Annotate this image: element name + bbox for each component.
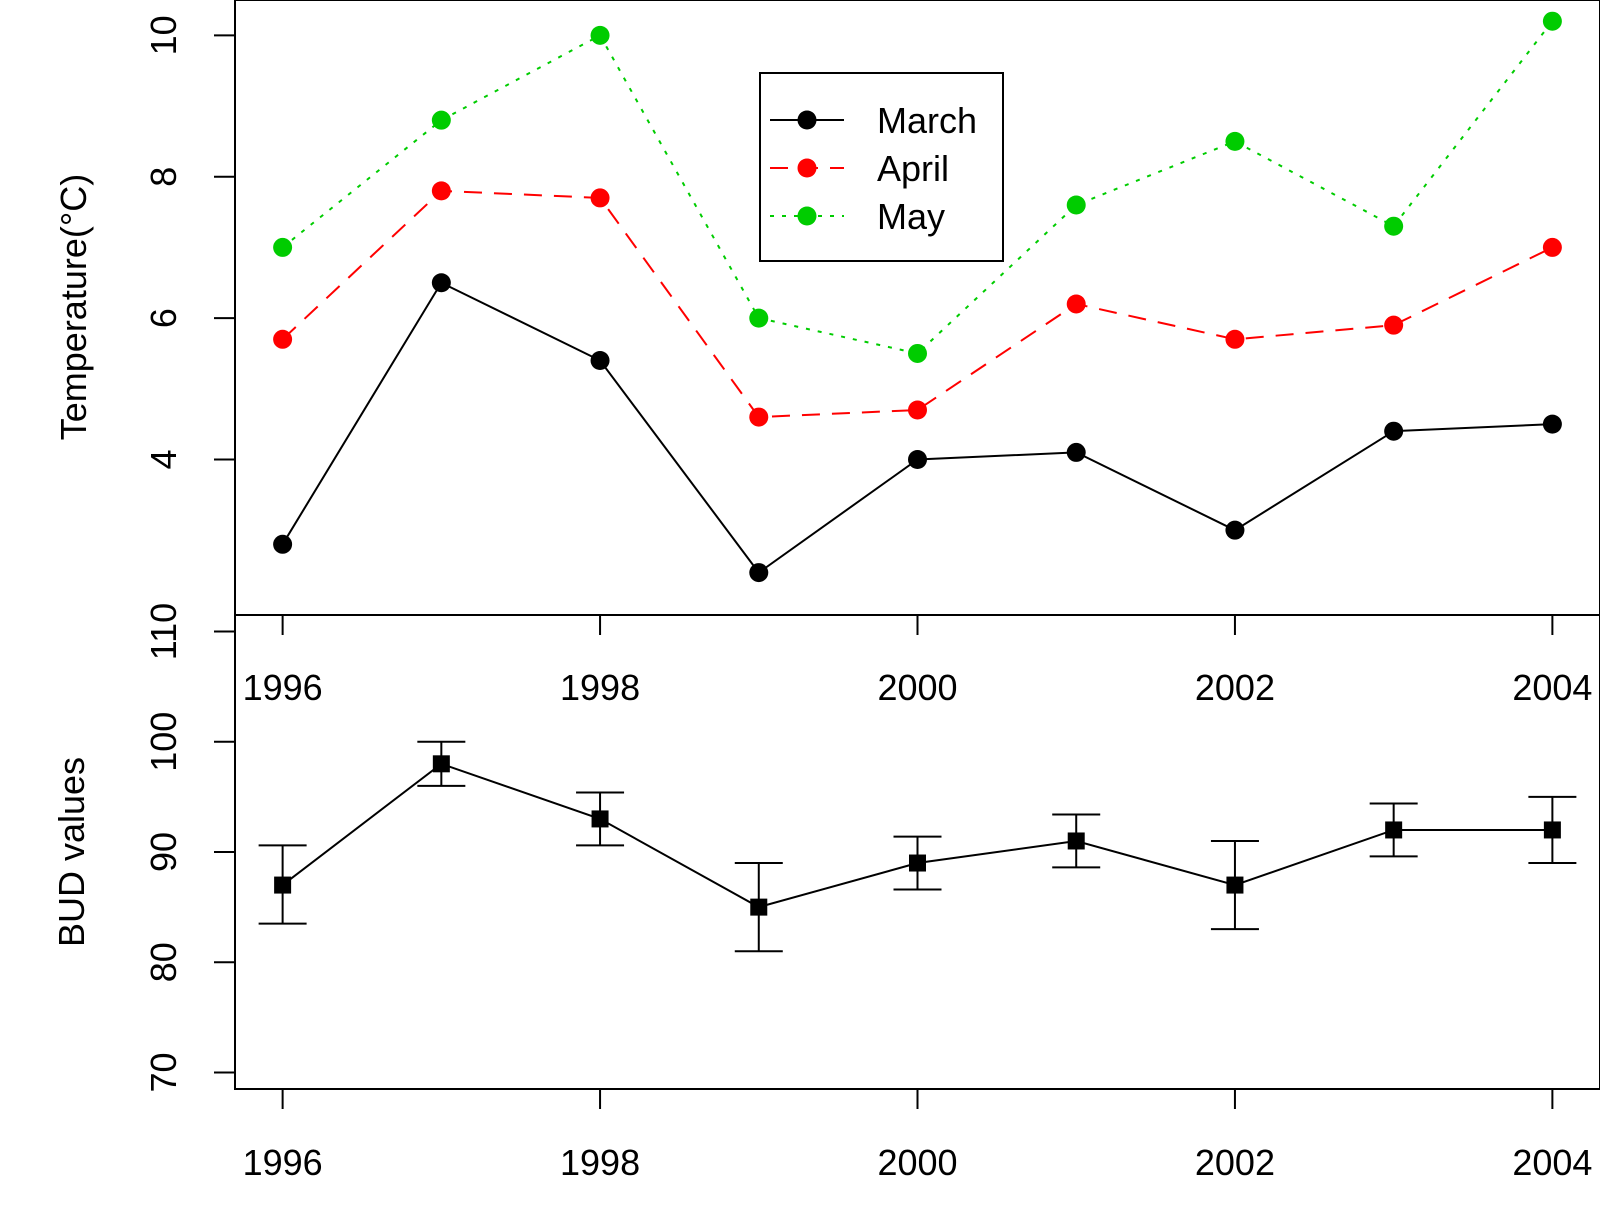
data-point-april	[1066, 294, 1086, 314]
bud-x-tick-label: 2004	[1512, 1142, 1592, 1183]
bud-x-tick-label: 1998	[560, 1142, 640, 1183]
data-point-april	[590, 188, 610, 208]
legend: March April May	[759, 72, 1004, 262]
temperature-x-tick-label: 2002	[1195, 667, 1275, 708]
bud-data-point	[1543, 821, 1561, 839]
bud-data-point	[274, 876, 292, 894]
temperature-y-axis: 4 6 8 10	[143, 15, 235, 469]
bud-data-point	[1226, 876, 1244, 894]
bud-x-tick-label: 2002	[1195, 1142, 1275, 1183]
bud-y-tick-label: 100	[143, 712, 184, 772]
data-point-april	[1542, 237, 1562, 257]
bud-series	[258, 740, 1577, 953]
data-point-april	[1225, 329, 1245, 349]
data-point-may	[1384, 216, 1404, 236]
temperature-series	[273, 11, 1562, 583]
data-point-may	[908, 343, 927, 363]
data-point-april	[908, 400, 927, 420]
bud-x-axis: 1996 1998 2000 2002 2004	[243, 1089, 1592, 1183]
data-point-may	[1542, 11, 1562, 31]
series-april	[273, 181, 1562, 427]
data-point-may	[273, 237, 293, 257]
data-point-may	[590, 25, 610, 45]
temperature-x-tick-label: 1998	[560, 667, 640, 708]
temperature-y-tick-label: 10	[143, 15, 184, 55]
series-line-march	[281, 281, 1553, 574]
data-point-april	[273, 329, 293, 349]
data-point-march	[1542, 414, 1562, 434]
legend-label-may: May	[877, 196, 945, 237]
bud-data-point	[909, 854, 926, 872]
bud-y-tick-label: 110	[143, 603, 184, 660]
temperature-x-tick-label: 2004	[1512, 667, 1592, 708]
data-point-may	[1225, 131, 1245, 151]
bud-data-point	[591, 810, 609, 828]
temperature-y-tick-label: 4	[143, 449, 184, 469]
bud-data-point	[1067, 832, 1085, 850]
data-point-may	[1066, 195, 1086, 215]
bud-x-tick-label: 2000	[877, 1142, 957, 1183]
bud-y-tick-label: 90	[143, 832, 184, 872]
bud-x-tick-label: 1996	[243, 1142, 323, 1183]
bud-y-tick-label: 80	[143, 942, 184, 982]
series-line-april	[281, 189, 1553, 419]
data-point-april	[749, 407, 769, 427]
legend-label-april: April	[877, 148, 949, 189]
data-point-april	[1384, 315, 1404, 335]
data-point-march	[590, 351, 610, 371]
series-may	[273, 11, 1562, 363]
data-point-march	[908, 449, 927, 469]
legend-marker-march	[797, 110, 817, 130]
temperature-x-axis: 1996 1998 2000 2002 2004	[243, 615, 1592, 708]
temperature-y-axis-title: Temperature(°C)	[53, 174, 94, 440]
legend-label-march: March	[877, 100, 977, 141]
data-point-may	[431, 110, 451, 130]
data-point-may	[749, 308, 769, 328]
legend-marker-may	[797, 206, 817, 226]
bud-y-tick-label: 70	[143, 1052, 184, 1092]
data-point-march	[1066, 442, 1086, 462]
bud-data-point	[432, 755, 450, 773]
bud-y-axis-title: BUD values	[51, 757, 92, 947]
data-point-march	[1225, 520, 1245, 540]
data-point-march	[749, 563, 769, 583]
legend-marker-april	[797, 158, 817, 178]
data-point-april	[431, 181, 451, 201]
data-point-march	[273, 534, 293, 554]
series-march	[273, 273, 1562, 583]
bud-panel: BUD values 70 80 90 100 110 1996 1998 2000 2002…	[51, 603, 1600, 1183]
temperature-y-tick-label: 6	[143, 308, 184, 328]
temperature-x-tick-label: 1996	[243, 667, 323, 708]
bud-y-axis: 70 80 90 100 110	[143, 603, 235, 1092]
data-point-march	[431, 273, 451, 293]
data-point-march	[1384, 421, 1404, 441]
temperature-y-tick-label: 8	[143, 167, 184, 187]
bud-data-point	[1385, 821, 1403, 839]
bud-data-point	[750, 898, 768, 916]
temperature-panel: Temperature(°C) 4 6 8 10 1996 1998 2000 2002 20…	[53, 0, 1600, 708]
temperature-x-tick-label: 2000	[877, 667, 957, 708]
